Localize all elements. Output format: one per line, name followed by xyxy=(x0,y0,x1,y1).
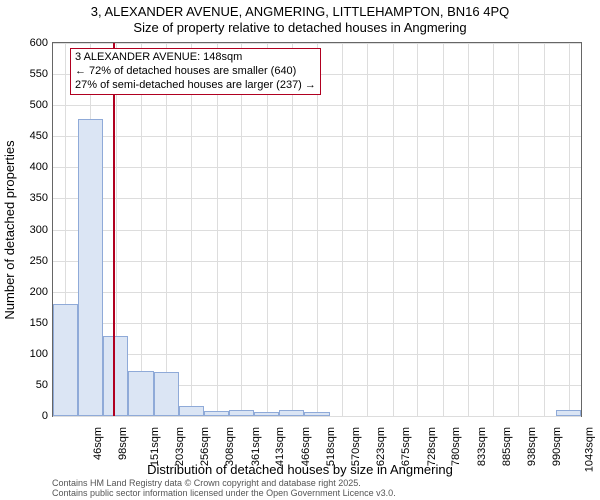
x-tick-label: 361sqm xyxy=(250,427,262,466)
property-marker-line xyxy=(113,43,115,416)
subtitle: Size of property relative to detached ho… xyxy=(0,20,600,35)
footer-line-2: Contains public sector information licen… xyxy=(52,488,396,498)
x-tick-label: 990sqm xyxy=(551,427,563,466)
x-tick-label: 413sqm xyxy=(275,427,287,466)
gridline-v xyxy=(317,43,318,416)
x-tick-label: 256sqm xyxy=(199,427,211,466)
y-tick-label: 0 xyxy=(8,410,48,422)
x-tick-label: 308sqm xyxy=(224,427,236,466)
annotation-line: ← 72% of detached houses are smaller (64… xyxy=(75,65,316,79)
x-tick-label: 885sqm xyxy=(501,427,513,466)
y-tick-label: 350 xyxy=(8,192,48,204)
gridline-v xyxy=(493,43,494,416)
gridline-h xyxy=(53,416,581,417)
x-tick-label: 151sqm xyxy=(149,427,161,466)
gridline-v xyxy=(292,43,293,416)
x-tick-label: 833sqm xyxy=(476,427,488,466)
histogram-bar xyxy=(556,410,581,416)
gridline-v xyxy=(342,43,343,416)
gridline-v xyxy=(468,43,469,416)
gridline-v xyxy=(241,43,242,416)
x-axis-label: Distribution of detached houses by size … xyxy=(0,462,600,477)
gridline-v xyxy=(141,43,142,416)
gridline-v xyxy=(417,43,418,416)
gridline-v xyxy=(367,43,368,416)
y-tick-label: 300 xyxy=(8,224,48,236)
x-tick-label: 780sqm xyxy=(451,427,463,466)
histogram-bar xyxy=(103,336,128,416)
y-tick-label: 550 xyxy=(8,68,48,80)
y-tick-label: 200 xyxy=(8,286,48,298)
footer-line-1: Contains HM Land Registry data © Crown c… xyxy=(52,478,396,488)
y-tick-label: 250 xyxy=(8,255,48,267)
x-tick-label: 728sqm xyxy=(426,427,438,466)
x-tick-label: 98sqm xyxy=(117,427,129,460)
gridline-v xyxy=(191,43,192,416)
annotation-box: 3 ALEXANDER AVENUE: 148sqm← 72% of detac… xyxy=(70,48,321,95)
gridline-v xyxy=(518,43,519,416)
x-tick-label: 466sqm xyxy=(300,427,312,466)
gridline-v xyxy=(166,43,167,416)
gridline-v xyxy=(393,43,394,416)
gridline-v xyxy=(544,43,545,416)
x-tick-label: 623sqm xyxy=(375,427,387,466)
y-tick-label: 450 xyxy=(8,130,48,142)
histogram-bar xyxy=(154,372,179,416)
histogram-bar xyxy=(179,406,204,416)
histogram-bar xyxy=(229,410,254,416)
gridline-v xyxy=(217,43,218,416)
y-tick-label: 50 xyxy=(8,379,48,391)
histogram-bar xyxy=(128,371,153,416)
histogram-bar xyxy=(53,304,78,416)
gridline-v xyxy=(267,43,268,416)
annotation-line: 27% of semi-detached houses are larger (… xyxy=(75,79,316,93)
x-tick-label: 570sqm xyxy=(350,427,362,466)
annotation-line: 3 ALEXANDER AVENUE: 148sqm xyxy=(75,51,316,65)
y-tick-label: 100 xyxy=(8,348,48,360)
page-title: 3, ALEXANDER AVENUE, ANGMERING, LITTLEHA… xyxy=(0,4,600,20)
gridline-v xyxy=(443,43,444,416)
x-tick-label: 675sqm xyxy=(400,427,412,466)
footer-attribution: Contains HM Land Registry data © Crown c… xyxy=(52,478,396,499)
histogram-bar xyxy=(78,119,103,416)
histogram-bar xyxy=(304,412,329,416)
y-tick-label: 500 xyxy=(8,99,48,111)
y-tick-label: 150 xyxy=(8,317,48,329)
histogram-bar xyxy=(279,410,304,416)
x-tick-label: 203sqm xyxy=(174,427,186,466)
y-tick-label: 600 xyxy=(8,37,48,49)
plot-area xyxy=(52,42,582,417)
histogram-bar xyxy=(254,412,279,416)
y-tick-label: 400 xyxy=(8,161,48,173)
histogram-bar xyxy=(204,411,229,416)
x-tick-label: 46sqm xyxy=(92,427,104,460)
x-tick-label: 518sqm xyxy=(325,427,337,466)
gridline-v xyxy=(569,43,570,416)
x-tick-label: 938sqm xyxy=(526,427,538,466)
